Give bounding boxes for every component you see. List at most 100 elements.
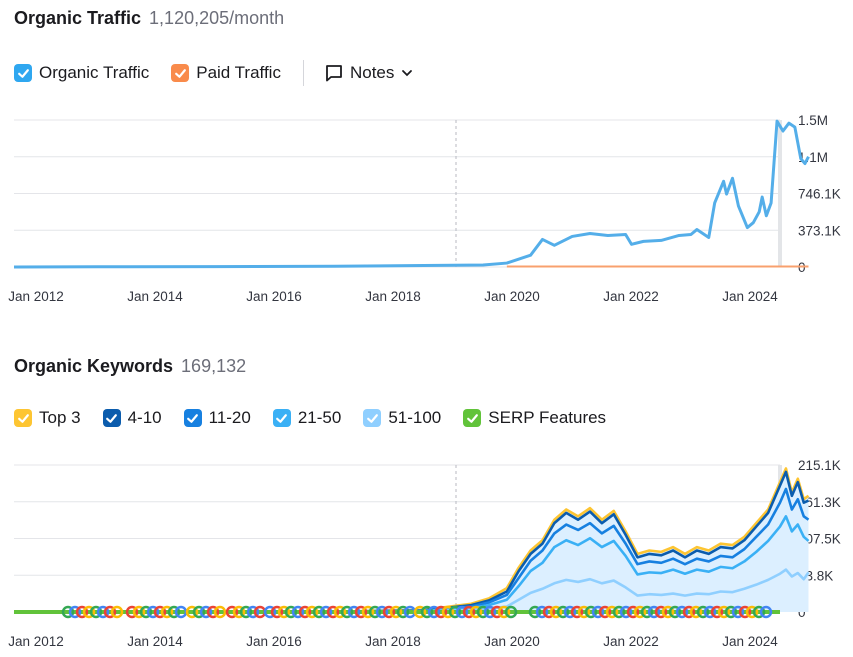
legend-label: Organic Traffic [39,63,150,82]
google-update-icon [246,605,260,619]
legend-serp-features[interactable]: SERP Features [463,408,606,428]
y-tick-label: 0 [798,605,806,620]
google-update-icon [427,605,441,619]
x-tick-label: Jan 2016 [246,634,302,649]
google-update-icon [368,605,382,619]
x-tick-label: Jan 2024 [722,289,778,304]
legend-label: 51-100 [388,408,442,427]
google-update-icon [263,605,277,619]
google-update-icon [396,605,410,619]
google-update-icon [305,605,319,619]
google-update-icon [549,605,563,619]
legend-4-10[interactable]: 4-10 [102,408,162,428]
keywords-summary: 169,132 [181,356,247,376]
google-update-icon [528,605,542,619]
google-update-icon [199,605,213,619]
google-update-icon [570,605,584,619]
google-update-icon [696,605,710,619]
x-tick-label: Jan 2020 [484,289,540,304]
google-update-icon [291,605,305,619]
series-line-top-3 [13,467,810,614]
google-update-icon [490,605,504,619]
legend-label: Paid Traffic [196,63,281,82]
legend-top-3[interactable]: Top 3 [14,408,81,428]
y-tick-label: 161.3K [798,495,841,510]
google-update-icon [213,605,227,619]
google-update-icon [389,605,403,619]
checkbox-icon [102,409,121,427]
checkbox-icon [183,409,202,427]
google-update-icon [640,605,654,619]
checkbox-icon [14,409,32,427]
google-update-icon [759,605,773,619]
y-tick-label: 107.5K [798,532,841,547]
notes-label: Notes [349,63,395,82]
x-tick-label: Jan 2012 [8,634,64,649]
google-update-icon [710,605,724,619]
google-update-icon [619,605,633,619]
google-update-icon [375,605,389,619]
legend-11-20[interactable]: 11-20 [183,408,251,428]
google-update-icon [139,605,153,619]
google-update-icon [167,605,181,619]
google-update-icon [612,605,626,619]
y-tick-label: 746.1K [798,187,841,202]
google-update-icon [89,605,103,619]
legend-divider [302,60,304,86]
traffic-summary: 1,120,205/month [149,8,285,28]
keywords-title: Organic Keywords [14,356,174,376]
traffic-legend: Organic Traffic Paid Traffic Notes [14,60,421,86]
google-update-icon [598,605,612,619]
google-update-icon [647,605,661,619]
google-update-icon [675,605,689,619]
legend-51-100[interactable]: 51-100 [363,408,441,428]
google-update-icon [239,605,253,619]
google-update-icon [752,605,766,619]
x-tick-label: Jan 2016 [246,289,302,304]
google-update-icon [556,605,570,619]
google-update-icon [724,605,738,619]
google-update-icon [738,605,752,619]
legend-label: 4-10 [127,408,162,427]
x-tick-label: Jan 2020 [484,634,540,649]
legend-label: Top 3 [39,408,81,427]
google-update-icon [75,605,89,619]
google-update-icon [563,605,577,619]
google-update-icon [68,605,82,619]
google-update-icon [333,605,347,619]
google-update-icon [654,605,668,619]
google-update-icon [61,605,75,619]
legend-organic-traffic[interactable]: Organic Traffic [14,63,149,83]
traffic-title: Organic Traffic [14,8,142,28]
google-update-icon [312,605,326,619]
legend-21-50[interactable]: 21-50 [272,408,341,428]
google-update-icon [731,605,745,619]
x-tick-label: Jan 2014 [127,289,183,304]
notes-button[interactable]: Notes [324,63,421,83]
keywords-title-row: Organic Keywords 169,132 [14,356,246,377]
series-line-4-10 [13,470,810,614]
checkbox-icon [463,409,482,427]
y-tick-label: 215.1K [798,458,841,473]
google-update-icon [717,605,731,619]
google-update-icon [476,605,490,619]
checkbox-icon [363,409,382,427]
x-tick-label: Jan 2012 [8,289,64,304]
google-update-icon [591,605,605,619]
organic-traffic-line [13,119,810,269]
google-update-icon [125,605,139,619]
google-update-icon [584,605,598,619]
google-update-icon [96,605,110,619]
google-update-icon [277,605,291,619]
google-update-icon [577,605,591,619]
chevron-down-icon [402,70,413,77]
google-update-icon [82,605,96,619]
legend-paid-traffic[interactable]: Paid Traffic [171,63,281,83]
x-tick-label: Jan 2022 [603,289,659,304]
google-update-icon [689,605,703,619]
google-update-icon [185,605,199,619]
google-update-icon [146,605,160,619]
checkbox-icon [171,64,190,82]
google-update-icon [298,605,312,619]
